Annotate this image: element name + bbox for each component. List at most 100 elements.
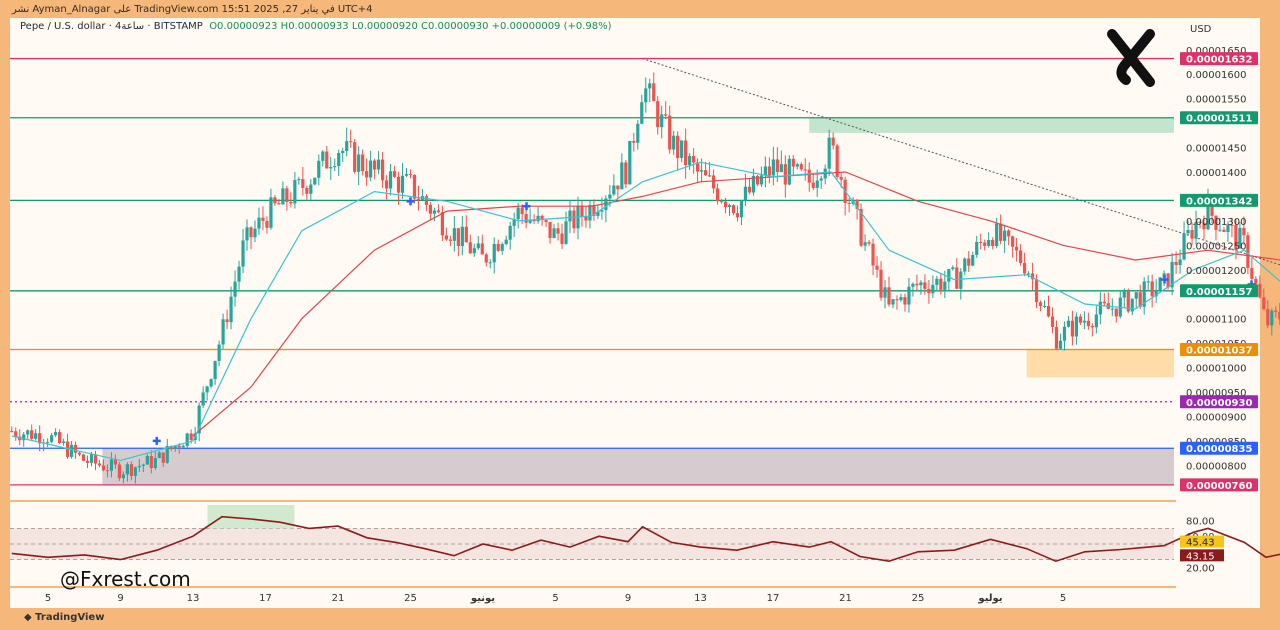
rsi-line xyxy=(11,515,1280,563)
candle-body xyxy=(1054,326,1059,349)
candle-body xyxy=(173,445,177,449)
candle-body xyxy=(656,101,660,128)
candle-body xyxy=(221,319,225,345)
candle-body xyxy=(333,166,337,168)
candle-body xyxy=(863,242,867,246)
candle-body xyxy=(1186,230,1190,234)
symbol-name: Pepe / U.S. dollar · 4ساعة · BITSTAMP xyxy=(20,21,203,32)
time-tick-label: يونيو xyxy=(470,593,495,604)
candle-body xyxy=(819,178,823,181)
candle-body xyxy=(552,228,556,238)
cross-marker xyxy=(406,197,415,206)
candle-body xyxy=(644,88,648,103)
candle-body xyxy=(1250,267,1254,279)
candle-body xyxy=(480,243,484,255)
candle-body xyxy=(237,266,241,282)
candle-body xyxy=(787,158,791,185)
price-tick-label: 0.00000800 xyxy=(1186,461,1246,472)
candle-body xyxy=(711,175,716,189)
candle-body xyxy=(1262,297,1266,310)
candle-body xyxy=(528,219,532,223)
candle-body xyxy=(703,170,708,176)
candle-body xyxy=(1170,261,1174,288)
candle-body xyxy=(1066,320,1071,327)
candle-body xyxy=(1042,305,1047,307)
candle-body xyxy=(692,155,696,163)
tradingview-logo-icon: ◆ xyxy=(24,612,36,623)
candle-body xyxy=(1142,281,1146,307)
candle-body xyxy=(285,188,289,202)
candle-body xyxy=(995,223,999,247)
candle-body xyxy=(1274,310,1278,312)
candle-body xyxy=(919,282,923,286)
candle-body xyxy=(839,176,843,180)
candle-body xyxy=(971,254,975,266)
candle-body xyxy=(1254,278,1258,284)
candle-body xyxy=(947,269,951,282)
candle-body xyxy=(508,225,512,240)
candle-body xyxy=(1258,283,1262,298)
candle-body xyxy=(512,219,516,226)
candle-body xyxy=(1222,229,1226,232)
candle-body xyxy=(676,135,680,158)
candle-body xyxy=(412,174,417,199)
candle-body xyxy=(472,248,476,254)
candle-body xyxy=(568,210,572,222)
price-tag-label: 0.00001157 xyxy=(1186,287,1252,298)
candle-body xyxy=(871,243,875,266)
price-tick-label: 0.00001000 xyxy=(1186,364,1246,375)
candle-body xyxy=(520,207,524,215)
candle-body xyxy=(987,239,991,246)
candle-body xyxy=(225,319,229,323)
rsi-tag-label: 43.15 xyxy=(1186,551,1215,562)
candle-body xyxy=(883,287,887,298)
candle-body xyxy=(229,296,233,323)
candle-body xyxy=(129,464,133,476)
candle-body xyxy=(325,151,329,169)
watermark: @Fxrest.com xyxy=(60,567,191,591)
candle-body xyxy=(1150,281,1154,297)
candle-body xyxy=(153,457,157,469)
candle-body xyxy=(105,470,110,472)
candle-body xyxy=(1134,292,1138,299)
candle-body xyxy=(400,175,405,193)
candle-body xyxy=(548,221,552,238)
candle-body xyxy=(799,164,803,170)
tradingview-label: TradingView xyxy=(35,612,105,623)
price-tick-label: 0.00001550 xyxy=(1186,95,1246,106)
candle-body xyxy=(484,254,488,263)
candle-body xyxy=(903,297,907,305)
price-tag: 0.00001632 xyxy=(1180,52,1258,66)
time-tick-label: 5 xyxy=(45,593,51,604)
candle-body xyxy=(719,201,724,203)
candle-body xyxy=(1086,320,1090,326)
candle-body xyxy=(361,154,365,172)
candle-body xyxy=(1202,223,1206,230)
candle-body xyxy=(1094,314,1098,328)
candle-body xyxy=(65,441,70,457)
candle-body xyxy=(213,360,217,380)
rsi-tick-label: 20.00 xyxy=(1186,563,1215,574)
candle-body xyxy=(672,135,676,150)
candle-body xyxy=(1234,225,1238,249)
candle-body xyxy=(991,239,995,247)
candle-body xyxy=(117,464,122,479)
time-tick-label: يوليو xyxy=(977,593,1002,604)
price-tick-label: 0.00000950 xyxy=(1186,388,1246,399)
price-tag-bg xyxy=(1180,284,1258,298)
candle-body xyxy=(109,459,114,471)
candle-body xyxy=(847,203,851,205)
candle-body xyxy=(564,221,568,244)
candle-body xyxy=(715,188,720,202)
candle-body xyxy=(560,233,564,244)
candle-body xyxy=(963,258,967,272)
candle-body xyxy=(1022,263,1027,274)
cross-marker xyxy=(522,202,531,211)
tradingview-footer: ◆ TradingView xyxy=(24,612,104,623)
candle-body xyxy=(265,221,269,228)
price-tag-label: 0.00001511 xyxy=(1186,114,1252,125)
candle-body xyxy=(923,282,927,289)
candle-body xyxy=(380,159,385,181)
candle-body xyxy=(34,433,38,439)
